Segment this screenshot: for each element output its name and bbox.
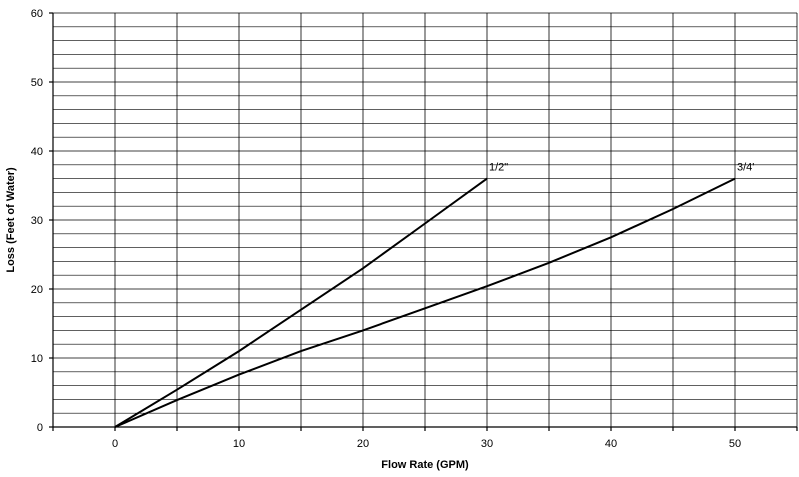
series-labels: 1/2" 3/4'	[489, 162, 754, 174]
y-tick-label: 40	[31, 146, 43, 158]
y-tick-label: 0	[37, 422, 43, 434]
tick-labels: 0 10 20 30 40 50 60 0 10 20 30 40 50	[31, 8, 741, 450]
series-group	[114, 177, 736, 428]
series-label-0: 1/2"	[489, 162, 508, 174]
x-tick-label: 40	[605, 438, 617, 450]
series-line-1	[114, 177, 736, 428]
grid	[53, 12, 798, 427]
x-tick-label: 50	[729, 438, 741, 450]
x-axis-title: Flow Rate (GPM)	[381, 459, 469, 471]
x-tick-label: 0	[112, 438, 118, 450]
series-label-1: 3/4'	[737, 162, 754, 174]
axes	[49, 12, 798, 431]
y-tick-label: 50	[31, 77, 43, 89]
x-tick-label: 30	[481, 438, 493, 450]
x-tick-label: 20	[357, 438, 369, 450]
y-tick-label: 60	[31, 8, 43, 20]
series-line-0	[114, 177, 488, 428]
y-tick-label: 20	[31, 284, 43, 296]
x-tick-label: 10	[233, 438, 245, 450]
y-tick-label: 10	[31, 353, 43, 365]
y-tick-label: 30	[31, 215, 43, 227]
y-axis-title: Loss (Feet of Water)	[5, 167, 17, 273]
